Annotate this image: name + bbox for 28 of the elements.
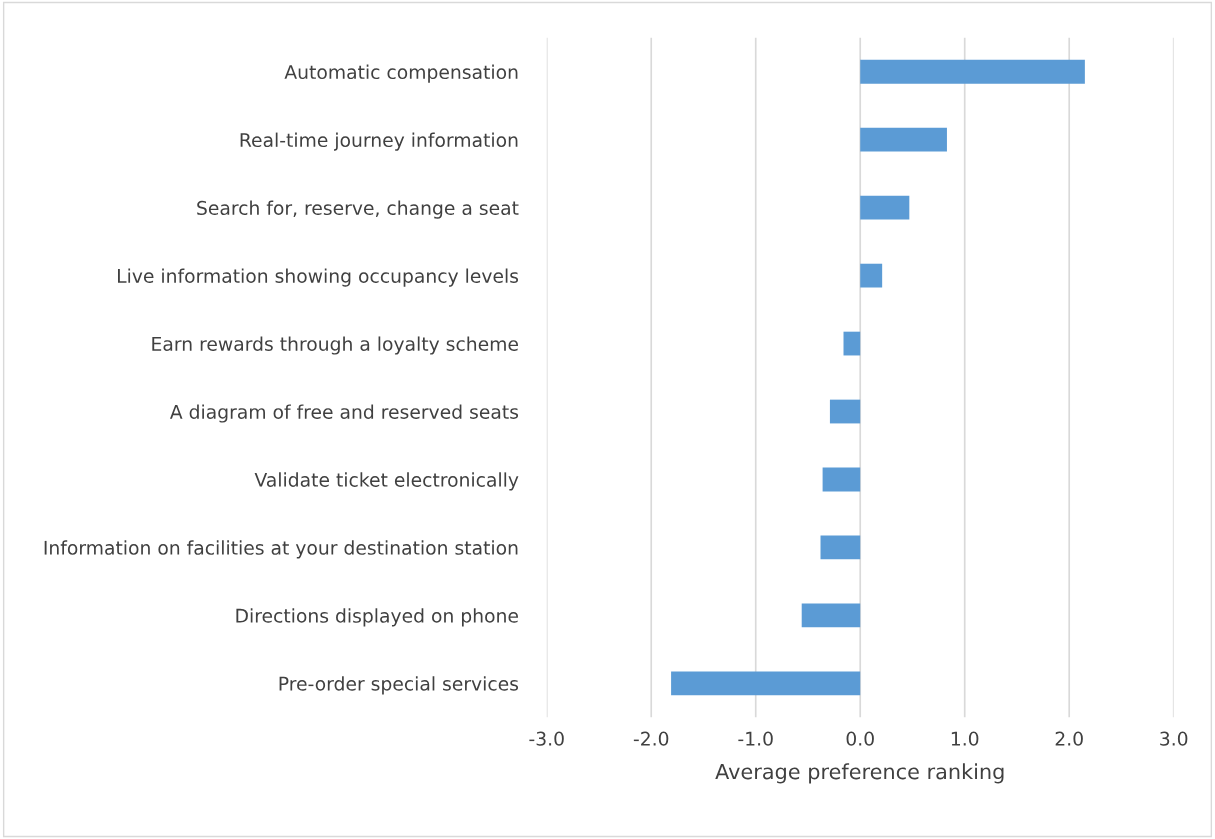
bar bbox=[829, 399, 861, 424]
x-axis-title: Average preference ranking bbox=[715, 763, 1004, 784]
bar bbox=[860, 263, 883, 288]
bar bbox=[822, 467, 861, 492]
x-tick-label: -3.0 bbox=[529, 731, 564, 746]
y-tick-label: Live information showing occupancy levels bbox=[118, 268, 519, 287]
bar bbox=[820, 535, 861, 560]
x-tick-label: 3.0 bbox=[1160, 731, 1188, 746]
y-tick-label: Validate ticket electronically bbox=[254, 472, 519, 491]
y-tick-label: Information on facilities at your destination station bbox=[44, 540, 518, 559]
bar bbox=[860, 195, 910, 220]
bar bbox=[843, 331, 861, 356]
bar bbox=[801, 603, 861, 628]
y-tick-label: Real-time journey information bbox=[240, 132, 518, 151]
x-tick-label: 0.0 bbox=[846, 731, 874, 746]
y-tick-label: Directions displayed on phone bbox=[236, 608, 518, 627]
bar bbox=[860, 59, 1085, 84]
bar bbox=[860, 127, 947, 152]
y-tick-label: Earn rewards through a loyalty scheme bbox=[152, 336, 518, 355]
y-tick-label: Search for, reserve, change a seat bbox=[197, 200, 519, 219]
y-tick-label: Pre-order special services bbox=[279, 676, 519, 695]
x-tick-label: 2.0 bbox=[1055, 731, 1083, 746]
y-tick-label: Automatic compensation bbox=[284, 64, 518, 83]
x-tick-label: -1.0 bbox=[738, 731, 773, 746]
x-tick-label: 1.0 bbox=[951, 731, 979, 746]
y-tick-label: A diagram of free and reserved seats bbox=[169, 404, 519, 423]
bar bbox=[671, 671, 861, 696]
x-tick-label: -2.0 bbox=[633, 731, 669, 746]
